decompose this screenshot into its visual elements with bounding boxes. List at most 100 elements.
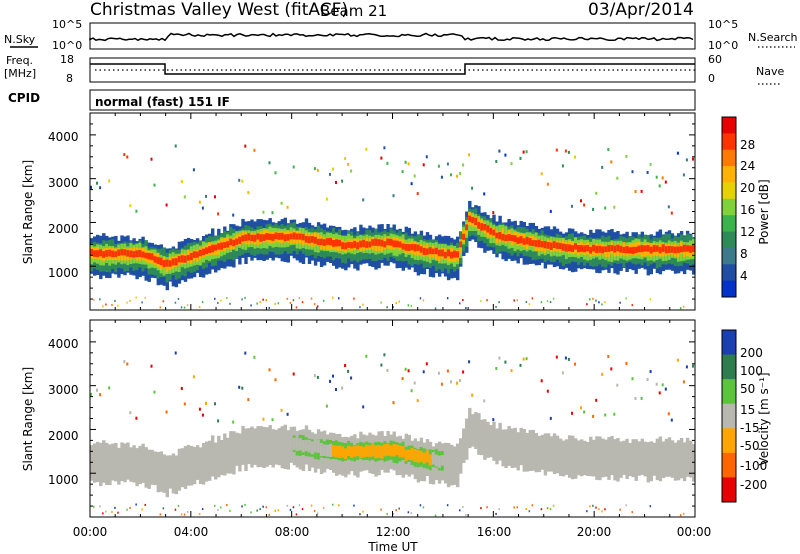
velocity-cell [277, 509, 280, 512]
velocity-cell [525, 357, 528, 361]
freq-tick-low: 8 [66, 72, 73, 85]
power-cell [495, 305, 497, 308]
power-cell [437, 249, 442, 257]
power-cell [480, 300, 482, 303]
power-cell [153, 183, 156, 187]
power-cell [531, 297, 534, 300]
velocity-cell [422, 370, 425, 374]
velocity-cell [316, 375, 319, 379]
velocity-cell [332, 374, 334, 378]
velocity-cell [286, 504, 289, 507]
power-cell [598, 245, 602, 253]
velocity-cell [365, 448, 369, 455]
power-cell [607, 148, 610, 151]
power-cell [380, 239, 384, 247]
power-cell [265, 233, 269, 240]
power-scale-ticks: 28 24 20 16 12 8 4 [740, 138, 755, 283]
velocity-cell [685, 365, 688, 369]
velocity-cell [332, 503, 334, 506]
velocity-scale-swatch [722, 379, 736, 405]
velocity-cell [117, 456, 121, 463]
velocity-cell [534, 447, 539, 454]
velocity-cell [492, 418, 495, 422]
power-cell [549, 301, 552, 304]
power-cell [428, 247, 433, 255]
velocity-cell [129, 506, 131, 509]
velocity-cell [292, 439, 297, 447]
velocity-cell [220, 506, 222, 509]
power-cell [123, 153, 126, 157]
velocity-cell [344, 449, 348, 457]
power-cell [498, 301, 500, 304]
power-scale-swatch [722, 215, 736, 233]
velocity-cell [586, 452, 590, 459]
power-cell [571, 204, 573, 208]
power-cell [682, 244, 687, 252]
power-cell [368, 241, 372, 248]
power-cell [689, 245, 693, 253]
power-cell [105, 303, 107, 306]
velocity-cell [546, 389, 549, 393]
power-cell [410, 182, 413, 186]
power-cell [540, 301, 543, 304]
power-cell [226, 297, 228, 299]
power-cell [386, 238, 390, 246]
power-cell [640, 245, 644, 253]
power-tick-24: 24 [740, 159, 755, 173]
power-cell [631, 246, 635, 255]
velocity-cell [208, 453, 212, 460]
velocity-cell [480, 507, 482, 510]
velocity-cell [214, 504, 216, 507]
velocity-cell [325, 445, 330, 452]
velocity-cell [589, 453, 593, 461]
velocity-cell [404, 367, 407, 371]
power-scale-swatch [722, 182, 736, 200]
velocity-cell [313, 510, 316, 513]
power-cell [383, 146, 386, 150]
velocity-cell [174, 351, 177, 355]
power-cell [165, 259, 169, 267]
power-cell [389, 238, 393, 246]
power-cell [229, 238, 233, 246]
velocity-cell [201, 508, 204, 511]
velocity-cell [298, 504, 301, 507]
velocity-cell [262, 505, 264, 508]
power-cell [546, 300, 549, 303]
velocity-cell [313, 443, 318, 451]
velocity-cell [274, 509, 276, 512]
velocity-cell [519, 363, 522, 367]
power-cell [189, 252, 194, 261]
velocity-cell [419, 504, 422, 507]
velocity-cell [471, 423, 475, 431]
power-cell [371, 239, 375, 246]
velocity-cell [189, 459, 194, 468]
velocity-cell [319, 445, 324, 453]
velocity-cell [640, 396, 643, 400]
velocity-cell [540, 508, 543, 511]
velocity-cell [198, 513, 201, 516]
velocity-cell [123, 456, 127, 463]
velocity-cell [265, 506, 267, 509]
power-cell [289, 301, 292, 304]
power-cell [404, 160, 407, 164]
power-cell [692, 157, 694, 161]
velocity-cell [201, 455, 206, 463]
power-scale-swatch [722, 280, 736, 298]
velocity-cell [667, 452, 672, 460]
velocity-cell [347, 369, 350, 373]
power-cell [301, 233, 306, 241]
power-cell [437, 164, 440, 168]
power-cell [283, 234, 287, 242]
power-cell [90, 185, 92, 189]
velocity-cell [504, 360, 507, 364]
velocity-cell [552, 448, 557, 455]
power-cell [153, 256, 157, 263]
velocity-cell [592, 504, 594, 507]
power-scale-swatch [722, 117, 736, 134]
velocity-cell [238, 385, 241, 389]
power-cell [356, 242, 360, 250]
power-cell [99, 298, 101, 301]
power-cell [347, 241, 351, 248]
velocity-cell [126, 457, 130, 464]
power-cell [183, 195, 186, 199]
